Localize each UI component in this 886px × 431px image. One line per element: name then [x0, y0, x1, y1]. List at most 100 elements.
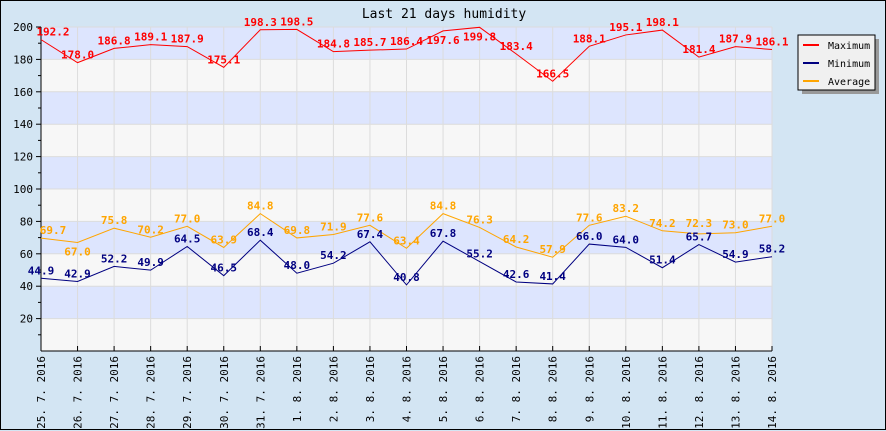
y-tick-label: 120 [13, 151, 33, 164]
data-label: 184.8 [317, 38, 350, 51]
data-label: 72.3 [686, 217, 713, 230]
y-tick-label: 40 [20, 280, 33, 293]
x-tick-label: 27. 7. 2016 [108, 356, 121, 429]
data-label: 186.8 [98, 34, 131, 47]
data-label: 67.0 [64, 245, 91, 258]
data-label: 58.2 [759, 243, 786, 256]
data-label: 188.1 [573, 32, 606, 45]
data-label: 75.8 [101, 214, 128, 227]
data-label: 63.4 [393, 234, 420, 247]
data-label: 199.8 [463, 30, 496, 43]
x-tick-label: 13. 8. 2016 [729, 356, 742, 429]
x-tick-label: 3. 8. 2016 [364, 356, 377, 422]
data-label: 198.5 [280, 15, 313, 28]
x-tick-label: 2. 8. 2016 [327, 356, 340, 422]
data-label: 198.1 [646, 16, 679, 29]
x-tick-label: 9. 8. 2016 [583, 356, 596, 422]
data-label: 187.9 [719, 33, 752, 46]
data-label: 65.7 [686, 231, 713, 244]
data-label: 68.4 [247, 226, 274, 239]
data-label: 175.1 [207, 53, 240, 66]
data-label: 64.5 [174, 233, 201, 246]
y-tick-label: 60 [20, 248, 33, 261]
data-label: 57.9 [539, 243, 566, 256]
x-tick-label: 26. 7. 2016 [72, 356, 85, 429]
data-label: 48.0 [284, 259, 311, 272]
data-label: 41.4 [539, 270, 566, 283]
data-label: 166.5 [536, 67, 569, 80]
x-tick-label: 10. 8. 2016 [620, 356, 633, 429]
data-label: 63.9 [211, 233, 238, 246]
legend-label: Average [828, 77, 870, 88]
series-line-minimum [40, 239, 773, 286]
data-label: 51.4 [649, 254, 676, 267]
data-label: 67.4 [357, 228, 384, 241]
data-label: 64.0 [613, 233, 640, 246]
data-label: 84.8 [430, 200, 457, 213]
data-label: 186.4 [390, 35, 423, 48]
data-label: 73.0 [722, 219, 749, 232]
data-label: 186.1 [755, 36, 788, 49]
data-label: 40.8 [393, 271, 420, 284]
data-label: 187.9 [171, 33, 204, 46]
data-label: 77.6 [357, 211, 384, 224]
data-label: 84.8 [247, 200, 274, 213]
data-label: 64.2 [503, 233, 530, 246]
data-label: 69.7 [40, 224, 67, 237]
data-label: 44.9 [28, 264, 55, 277]
y-tick-label: 80 [20, 215, 33, 228]
x-tick-label: 4. 8. 2016 [401, 356, 414, 422]
data-label: 67.8 [430, 227, 457, 240]
x-tick-label: 28. 7. 2016 [145, 356, 158, 429]
data-label: 71.9 [320, 221, 347, 234]
data-label: 197.6 [426, 34, 459, 47]
chart-title: Last 21 days humidity [362, 7, 527, 22]
data-label: 83.2 [613, 202, 640, 215]
data-label: 70.2 [137, 223, 164, 236]
data-label: 42.6 [503, 268, 530, 281]
data-label: 74.2 [649, 217, 676, 230]
x-tick-label: 8. 8. 2016 [547, 356, 560, 422]
data-label: 55.2 [466, 248, 493, 261]
data-label: 49.9 [137, 256, 164, 269]
data-label: 77.0 [174, 212, 201, 225]
data-label: 54.2 [320, 249, 347, 262]
x-tick-label: 7. 8. 2016 [510, 356, 523, 422]
y-tick-label: 160 [13, 86, 33, 99]
x-tick-label: 25. 7. 2016 [35, 356, 48, 429]
data-label: 183.4 [500, 40, 533, 53]
x-tick-label: 31. 7. 2016 [254, 356, 267, 429]
data-label: 66.0 [576, 230, 603, 243]
data-label: 192.2 [36, 26, 69, 39]
series-line-average [40, 212, 773, 258]
legend-label: Maximum [828, 41, 870, 52]
x-tick-label: 30. 7. 2016 [218, 356, 231, 429]
data-label: 54.9 [722, 248, 749, 261]
data-label: 69.8 [284, 224, 311, 237]
y-tick-label: 180 [13, 53, 33, 66]
data-label: 181.4 [682, 43, 715, 56]
data-label: 46.5 [211, 262, 238, 275]
series-line-maximum [40, 26, 773, 82]
data-label: 198.3 [244, 16, 277, 29]
data-label: 77.0 [759, 212, 786, 225]
data-label: 195.1 [609, 21, 642, 34]
x-tick-label: 1. 8. 2016 [291, 356, 304, 422]
data-label: 76.3 [466, 213, 493, 226]
y-tick-label: 20 [20, 313, 33, 326]
y-tick-label: 200 [13, 21, 33, 34]
y-tick-label: 100 [13, 183, 33, 196]
x-tick-label: 29. 7. 2016 [181, 356, 194, 429]
x-tick-label: 11. 8. 2016 [656, 356, 669, 429]
data-label: 178.0 [61, 49, 94, 62]
y-tick-label: 140 [13, 118, 33, 131]
x-tick-label: 12. 8. 2016 [693, 356, 706, 429]
data-label: 77.6 [576, 211, 603, 224]
x-tick-label: 14. 8. 2016 [766, 356, 779, 429]
x-tick-label: 6. 8. 2016 [474, 356, 487, 422]
data-label: 189.1 [134, 31, 167, 44]
legend-label: Minimum [828, 59, 870, 70]
x-tick-label: 5. 8. 2016 [437, 356, 450, 422]
